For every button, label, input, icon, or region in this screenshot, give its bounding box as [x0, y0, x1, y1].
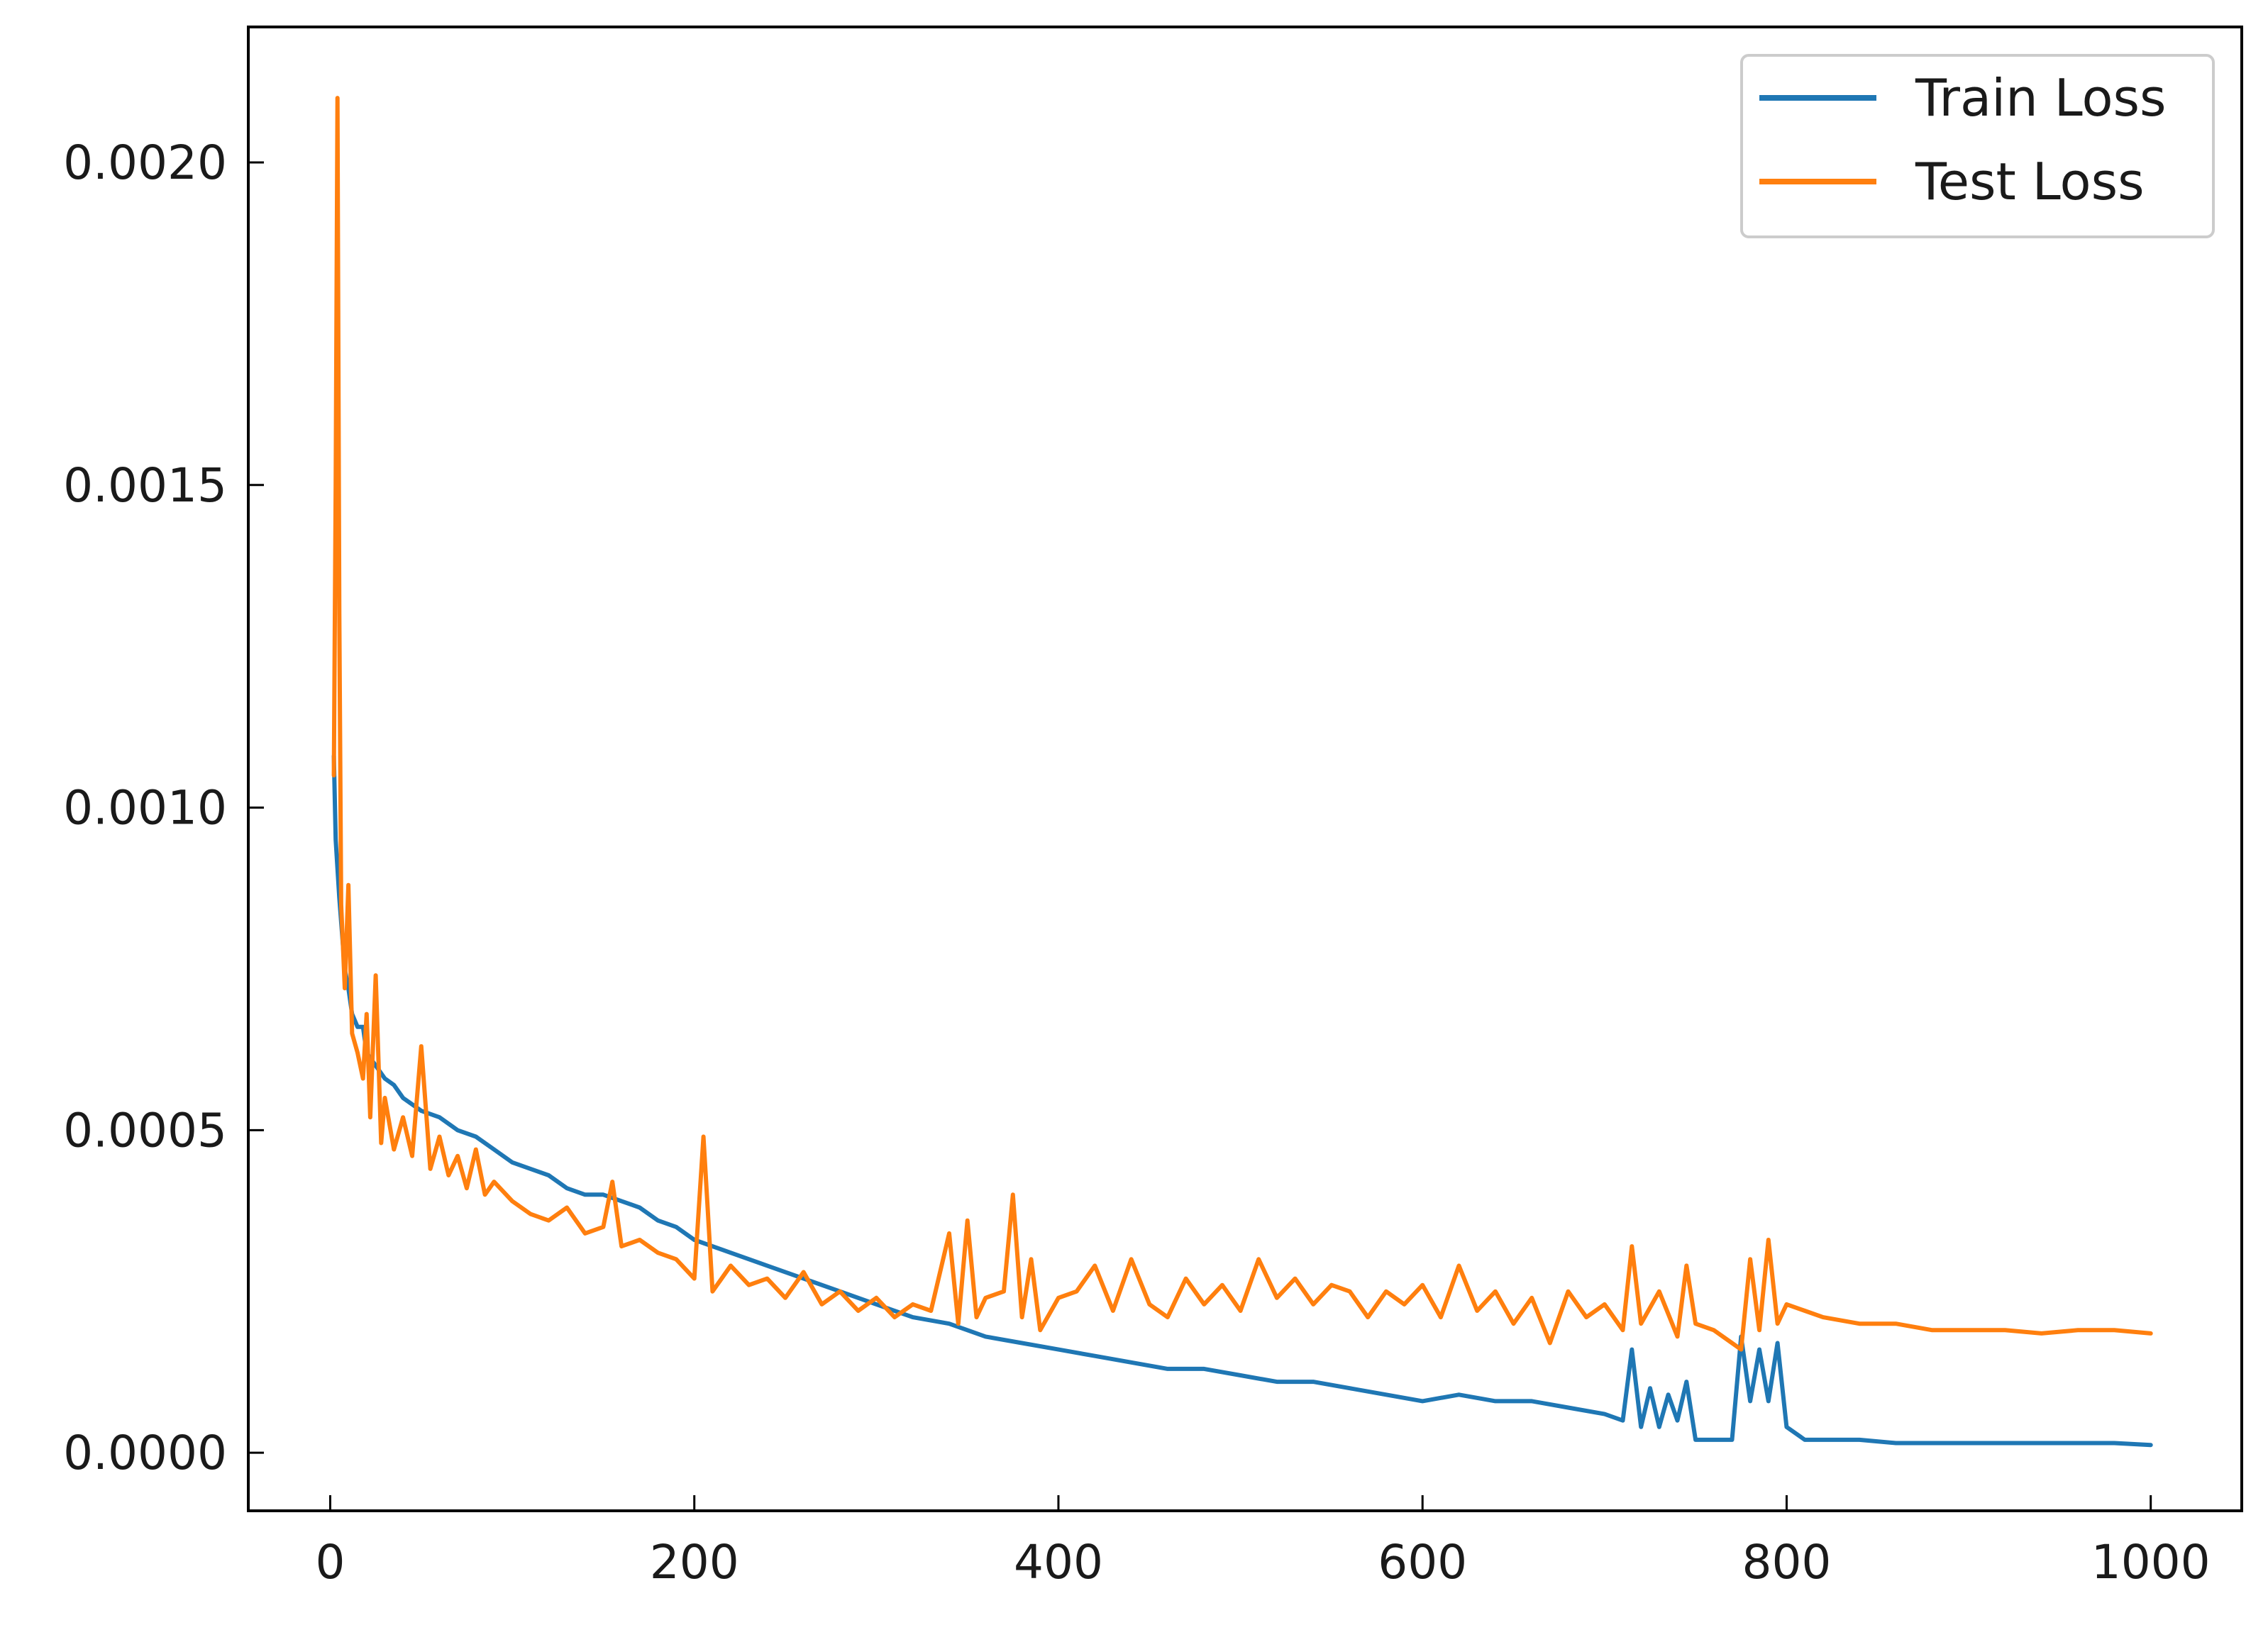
series-line-test-loss	[331, 96, 2153, 1352]
legend-label-test-loss: Test Loss	[1915, 152, 2145, 211]
series-layer	[331, 96, 2153, 1448]
series-line-train-loss	[331, 753, 2153, 1448]
legend: Train Loss Test Loss	[1740, 54, 2215, 238]
y-tick-label: 0.0015	[63, 458, 227, 513]
legend-label-train-loss: Train Loss	[1915, 68, 2167, 128]
y-tick-label: 0.0005	[63, 1103, 227, 1158]
plot-frame	[247, 26, 2243, 1512]
x-tick-label: 200	[650, 1535, 739, 1590]
y-tick-label: 0.0000	[63, 1426, 227, 1480]
y-tick-label: 0.0020	[63, 135, 227, 190]
x-tick-label: 600	[1378, 1535, 1467, 1590]
x-tick-label: 1000	[2091, 1535, 2211, 1590]
x-tick-label: 0	[315, 1535, 345, 1590]
ticks-layer: 0 200 400 600 800 1000 0.0000 0.0005 0.0010 0.001…	[63, 135, 2211, 1590]
x-tick-label: 800	[1742, 1535, 1831, 1590]
x-tick-label: 400	[1014, 1535, 1103, 1590]
y-tick-label: 0.0010	[63, 781, 227, 836]
